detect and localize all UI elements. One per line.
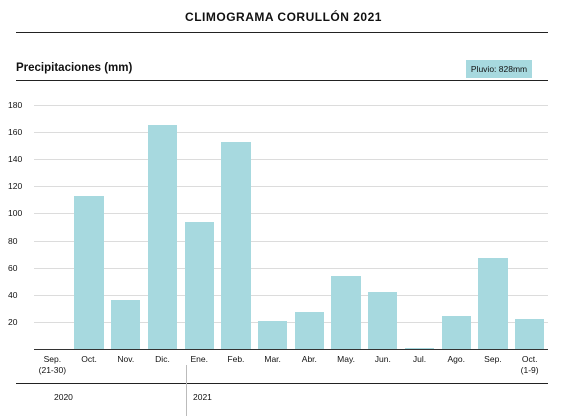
bar — [514, 319, 545, 349]
x-tick-label: Sep. (21-30) — [38, 354, 67, 375]
gridline — [34, 267, 548, 269]
gridline — [34, 159, 548, 161]
y-tick-label: 20 — [8, 316, 18, 327]
year-rule — [16, 383, 548, 384]
gridline — [34, 240, 548, 242]
gridline — [34, 213, 548, 215]
x-tick-label: Dic. — [155, 354, 170, 364]
subtitle-rule — [16, 80, 548, 81]
x-tick-label: Jul. — [412, 354, 427, 364]
bar — [294, 312, 325, 349]
bar — [221, 141, 251, 349]
bar — [441, 316, 471, 349]
bar — [111, 300, 141, 349]
year-label-2021: 2021 — [193, 392, 212, 402]
y-tick-label: 60 — [8, 262, 18, 273]
x-tick-label: Ago. — [447, 354, 465, 364]
rainfall-total-badge: Pluvio: 828mm — [466, 60, 532, 78]
chart-subtitle: Precipitaciones (mm) — [16, 62, 133, 74]
chart-title: CLIMOGRAMA CORULLÓN 2021 — [185, 10, 382, 24]
gridline — [34, 132, 548, 134]
bar — [331, 275, 361, 349]
year-label-2020: 2020 — [54, 392, 73, 402]
y-tick-label: 180 — [8, 100, 23, 110]
x-tick-label: Mar. — [264, 354, 281, 364]
gridline — [34, 105, 548, 106]
x-tick-label: Feb. — [227, 354, 245, 364]
bar — [257, 320, 288, 349]
y-tick-label: 120 — [8, 181, 23, 192]
x-tick-label: Oct. (1-9) — [520, 354, 539, 375]
y-tick-label: 80 — [8, 235, 18, 246]
x-tick-label: Sep. — [484, 354, 502, 364]
x-tick-label: May. — [337, 354, 355, 364]
plot-area — [34, 105, 548, 349]
bar — [478, 258, 508, 349]
y-tick-label: 140 — [8, 154, 23, 165]
title-rule — [16, 32, 548, 33]
y-tick-label: 40 — [8, 289, 18, 300]
gridline — [34, 294, 548, 296]
gridline — [34, 321, 548, 323]
y-tick-label: 100 — [8, 208, 23, 219]
gridline — [34, 186, 548, 188]
x-tick-label: Jun. — [374, 354, 391, 364]
x-tick-label: Nov. — [117, 354, 135, 364]
bar — [74, 195, 104, 349]
x-axis-baseline — [34, 349, 548, 350]
bar — [404, 347, 435, 349]
bar — [184, 221, 214, 349]
year-divider — [186, 365, 187, 416]
bar — [147, 125, 178, 349]
x-tick-label: Ene. — [190, 354, 208, 364]
x-tick-label: Abr. — [301, 354, 317, 364]
x-tick-label: Oct. — [81, 354, 97, 364]
bar — [368, 292, 398, 349]
y-tick-label: 160 — [8, 127, 23, 138]
